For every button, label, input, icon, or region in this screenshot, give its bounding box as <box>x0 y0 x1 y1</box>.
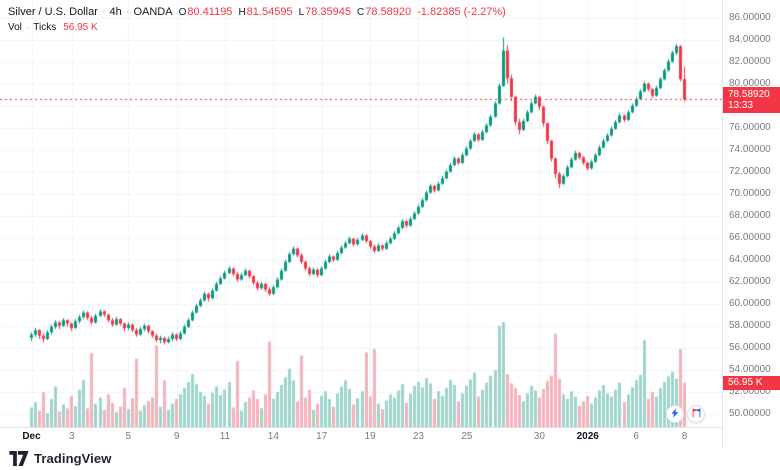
high-value: 81.54595 <box>246 6 293 18</box>
x-axis-tick: 25 <box>461 431 473 442</box>
y-axis-tick: 62.00000 <box>729 275 771 287</box>
x-axis-tick: 2026 <box>576 431 599 442</box>
exchange[interactable]: OANDA <box>133 6 173 18</box>
x-axis-tick: 8 <box>681 431 688 442</box>
x-axis-tick: Dec <box>22 431 41 442</box>
x-axis-tick: 3 <box>69 431 75 442</box>
y-axis-tick: 72.00000 <box>729 165 771 177</box>
close-label: C <box>357 7 365 18</box>
x-axis-tick: 17 <box>316 431 328 442</box>
x-axis-tick: 5 <box>125 431 132 442</box>
tradingview-logo-icon[interactable] <box>9 451 29 466</box>
attribution-bar: TradingView <box>0 447 780 470</box>
chart-legend: Silver / U.S. Dollar · 4h · OANDA O 80.4… <box>8 6 506 33</box>
price-axis[interactable]: 78.58920 13:33 56.95 K 86.00000 84.00000 8… <box>722 0 780 447</box>
x-axis-tick: 9 <box>173 431 180 442</box>
y-axis-tick: 54.00000 <box>729 363 771 375</box>
flags-badge[interactable] <box>687 405 705 423</box>
y-axis-tick: 76.00000 <box>729 121 771 133</box>
x-axis-tick: 23 <box>412 431 424 442</box>
volume-current-value: 56.95 K <box>63 22 98 33</box>
x-axis-tick: 6 <box>633 431 639 442</box>
y-axis-tick: 60.00000 <box>729 297 771 309</box>
volume-source-label: Ticks <box>33 22 57 33</box>
volume-indicator-row: Vol · Ticks 56.95 K <box>8 22 506 33</box>
timeframe[interactable]: 4h <box>109 6 122 18</box>
volume-axis-label: 56.95 K <box>723 375 780 390</box>
y-axis-tick: 66.00000 <box>729 231 771 243</box>
x-axis-tick: 14 <box>267 431 279 442</box>
y-axis-tick: 52.00000 <box>729 385 771 397</box>
low-label: L <box>298 7 305 18</box>
close-value: 78.58920 <box>365 6 412 18</box>
y-axis-tick: 84.00000 <box>729 33 771 45</box>
symbol-row: Silver / U.S. Dollar · 4h · OANDA O 80.4… <box>8 6 506 18</box>
bolt-badge[interactable] <box>666 405 684 423</box>
price-chart-canvas[interactable] <box>0 0 722 427</box>
lightning-icon <box>671 405 679 423</box>
y-axis-tick: 86.00000 <box>729 11 771 23</box>
separator-dot: · <box>25 22 30 33</box>
separator-dot: · <box>101 6 106 18</box>
volume-indicator-label[interactable]: Vol <box>8 22 22 33</box>
bar-countdown: 13:33 <box>728 100 754 112</box>
x-axis-tick: 30 <box>533 431 545 442</box>
y-axis-tick: 58.00000 <box>729 319 771 331</box>
y-axis-tick: 56.00000 <box>729 341 771 353</box>
time-axis[interactable]: Dec 3 5 9 11 14 17 19 23 25 30 2026 6 8 <box>0 427 722 448</box>
y-axis-tick: 50.00000 <box>729 407 771 419</box>
x-axis-tick: 19 <box>364 431 376 442</box>
low-value: 78.35945 <box>305 6 352 18</box>
last-price-value: 78.58920 <box>728 89 770 101</box>
y-axis-tick: 70.00000 <box>729 187 771 199</box>
floating-badges <box>663 405 705 423</box>
high-label: H <box>238 7 246 18</box>
symbol-title[interactable]: Silver / U.S. Dollar <box>8 6 98 18</box>
open-value: 80.41195 <box>187 6 233 18</box>
last-price-label: 78.58920 13:33 <box>723 87 780 114</box>
x-axis-tick: 11 <box>219 431 231 442</box>
change-value: -1.82385 (-2.27%) <box>417 6 506 18</box>
y-axis-tick: 82.00000 <box>729 55 771 67</box>
separator-dot: · <box>125 6 130 18</box>
y-axis-tick: 74.00000 <box>729 143 771 155</box>
open-label: O <box>178 7 187 18</box>
y-axis-tick: 64.00000 <box>729 253 771 265</box>
y-axis-tick: 80.00000 <box>729 77 771 89</box>
y-axis-tick: 68.00000 <box>729 209 771 221</box>
flags-icon <box>691 405 702 423</box>
tradingview-brand[interactable]: TradingView <box>34 451 112 466</box>
